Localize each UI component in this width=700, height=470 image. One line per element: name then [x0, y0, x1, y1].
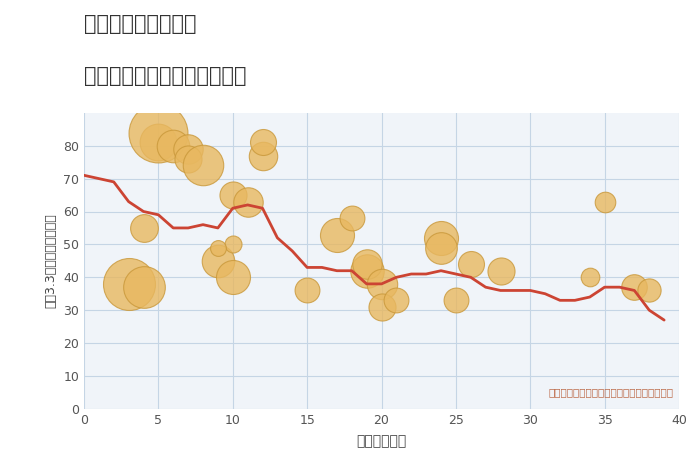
Point [376, 280, 387, 288]
Point [465, 260, 476, 268]
Point [183, 145, 194, 153]
Point [153, 139, 164, 146]
Point [212, 244, 223, 251]
Point [242, 198, 253, 205]
Point [391, 297, 402, 304]
Point [435, 234, 447, 242]
Point [331, 231, 342, 238]
Point [361, 260, 372, 268]
Point [361, 267, 372, 274]
Text: 千葉県野田市新田戸: 千葉県野田市新田戸 [84, 14, 197, 34]
Point [227, 274, 238, 281]
Point [435, 244, 447, 251]
Point [450, 297, 461, 304]
Point [629, 283, 640, 291]
Point [227, 241, 238, 248]
Point [183, 155, 194, 163]
Point [257, 152, 268, 159]
Point [212, 257, 223, 265]
Point [495, 267, 506, 274]
Point [599, 198, 610, 205]
Point [168, 142, 179, 149]
Point [584, 274, 595, 281]
Point [302, 287, 313, 294]
X-axis label: 築年数（年）: 築年数（年） [356, 434, 407, 448]
Point [138, 224, 149, 232]
Text: 築年数別中古マンション価格: 築年数別中古マンション価格 [84, 66, 246, 86]
Y-axis label: 坪（3.3㎡）単価（万円）: 坪（3.3㎡）単価（万円） [45, 213, 57, 308]
Point [197, 162, 209, 169]
Point [123, 280, 134, 288]
Point [227, 191, 238, 199]
Point [376, 303, 387, 311]
Point [138, 283, 149, 291]
Point [644, 287, 655, 294]
Text: 円の大きさは、取引のあった物件面積を示す: 円の大きさは、取引のあった物件面積を示す [548, 387, 673, 397]
Point [257, 139, 268, 146]
Point [346, 214, 357, 222]
Point [153, 129, 164, 136]
